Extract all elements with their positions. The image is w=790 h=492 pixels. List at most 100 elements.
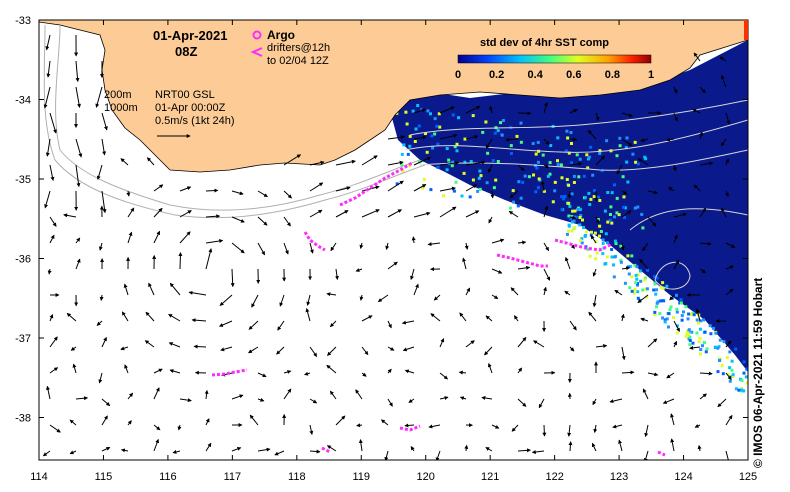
lon-tick-label: 117 [224,471,242,483]
sst-pixel [718,338,722,342]
current-vector [49,336,58,348]
current-vector [693,184,701,192]
sst-pixel [401,169,405,173]
sst-pixel [658,312,662,315]
current-vector [101,112,108,131]
current-vector [517,367,523,374]
current-vector [49,164,55,181]
sst-pixel [587,157,590,161]
current-vector [491,238,505,244]
sst-pixel [400,163,404,167]
current-vector [459,312,467,322]
current-vector [46,60,51,78]
sst-pixel [634,281,638,285]
sst-pixel [663,318,667,322]
current-vector [428,424,441,429]
sst-pixel [716,346,720,350]
current-vector [640,317,649,322]
sst-pixel [660,299,664,303]
current-vector [387,346,395,351]
sst-pixel [690,330,694,334]
current-vector [309,346,318,357]
current-vector [595,112,600,122]
colorbar-title: std dev of 4hr SST comp [480,37,609,49]
current-vector [673,259,680,270]
legend-drifters-range: to 02/04 12Z [267,55,329,67]
sst-pixel [655,305,658,309]
sst-pixel [584,234,588,237]
sst-pixel [622,205,625,209]
sst-pixel [478,187,482,191]
current-vector [542,424,547,437]
sst-pixel [523,174,527,178]
sst-pixel [605,139,609,143]
sst-pixel [477,176,481,180]
current-vector [69,419,77,426]
sst-pixel [613,183,616,187]
current-vector [465,105,481,114]
sst-pixel [491,159,495,162]
current-vector [249,414,259,426]
sst-pixel [536,160,540,164]
lat-tick-label: -37 [15,333,31,345]
current-vector [717,398,727,408]
sst-pixel [619,260,623,264]
sst-pixel [463,137,467,141]
sst-pixel [519,140,523,144]
sst-pixel [402,143,406,147]
current-vector [485,315,493,322]
current-vector [511,424,519,432]
current-vector [699,241,712,246]
current-vector [75,396,89,401]
current-vector [413,135,427,140]
lon-tick-label: 114 [30,471,48,483]
current-vector [231,394,244,400]
current-vector [188,290,207,296]
lon-tick-label: 120 [417,471,435,483]
sst-pixel [429,188,433,192]
sst-pixel [579,214,583,218]
sst-pixel [500,133,504,137]
sst-pixel [617,213,621,217]
current-vector [124,364,129,374]
current-vector [96,320,103,326]
sst-pixel [624,146,628,150]
sst-pixel [452,189,456,193]
current-vector [413,156,432,166]
sst-pixel [471,114,475,118]
current-vector [334,268,339,281]
current-vector [49,424,61,433]
sst-pixel [628,265,632,269]
current-vector [283,370,292,374]
current-vector [465,287,471,296]
current-vector [485,138,493,149]
sst-pixel [645,295,649,299]
current-vector [533,340,545,348]
sst-pixel [598,224,602,228]
sst-pixel [560,207,564,211]
current-vector [640,138,649,142]
current-product: NRT00 GSL [155,89,215,101]
current-vector [205,188,219,193]
current-vector [257,447,271,452]
current-vector [335,159,356,166]
sst-pixel [675,307,679,311]
current-vector [121,311,129,322]
sst-pixel [623,281,627,285]
current-vector [359,242,364,250]
sst-pixel [631,152,635,156]
current-vector [567,424,572,437]
current-vector [283,216,291,227]
sst-pixel [618,136,622,140]
current-vector [309,160,325,166]
current-vector [179,231,191,244]
current-vectors [42,34,736,460]
sst-pixel [451,160,455,164]
sst-pixel [588,203,592,206]
sst-pixel [420,107,424,111]
lat-tick-label: -33 [15,15,31,27]
sst-pixel [633,263,637,267]
sst-pixel [593,189,596,193]
current-vector [509,190,519,199]
sst-pixel [570,215,574,219]
